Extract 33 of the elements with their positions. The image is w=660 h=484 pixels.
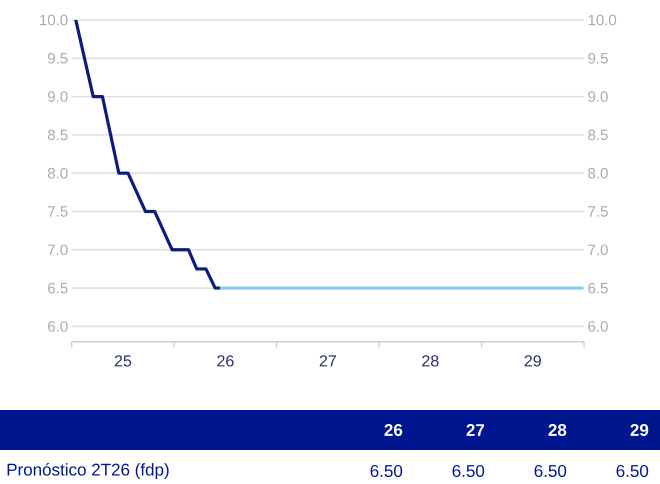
x-tick-label: 29 — [524, 355, 541, 367]
text: 6.50 — [616, 464, 648, 478]
text: 6.50 — [452, 464, 484, 478]
y2-tick-label: 8.0 — [588, 168, 608, 178]
text: 27 — [466, 424, 484, 436]
x-tick-label: 26 — [217, 355, 234, 367]
y2-tick-label: 9.0 — [588, 91, 608, 102]
y-tick-label: 6.0 — [48, 321, 68, 332]
text: 28 — [548, 424, 566, 436]
y-tick-label: 8.5 — [48, 130, 68, 140]
line-series — [74, 20, 223, 290]
x-tick-label: 28 — [422, 355, 439, 367]
y-tick-label: 7.0 — [48, 244, 68, 256]
y-tick-label: 9.5 — [48, 52, 68, 64]
y2-tick-label: 10.0 — [588, 14, 616, 26]
text: 6.50 — [534, 464, 566, 478]
text: 26 — [384, 424, 402, 436]
x-tick-label: 25 — [114, 355, 132, 367]
y2-tick-label: 7.5 — [588, 206, 608, 217]
text: Pronóstico 2T26 (fdp) — [8, 462, 169, 480]
y-tick-label: 9.0 — [48, 91, 68, 102]
y-tick-label: 10.0 — [40, 14, 68, 26]
y2-tick-label: 6.0 — [588, 321, 608, 332]
x-tick-label: 27 — [320, 355, 336, 366]
y2-tick-label: 9.5 — [588, 52, 608, 64]
text: 29 — [630, 424, 648, 436]
y2-tick-label: 7.0 — [588, 244, 608, 256]
text: 6.50 — [370, 464, 402, 478]
y-tick-label: 6.5 — [48, 282, 68, 294]
y-tick-label: 8.0 — [48, 168, 68, 178]
y2-tick-label: 8.5 — [588, 130, 608, 140]
y-tick-label: 7.5 — [48, 206, 68, 217]
y2-tick-label: 6.5 — [588, 282, 608, 294]
